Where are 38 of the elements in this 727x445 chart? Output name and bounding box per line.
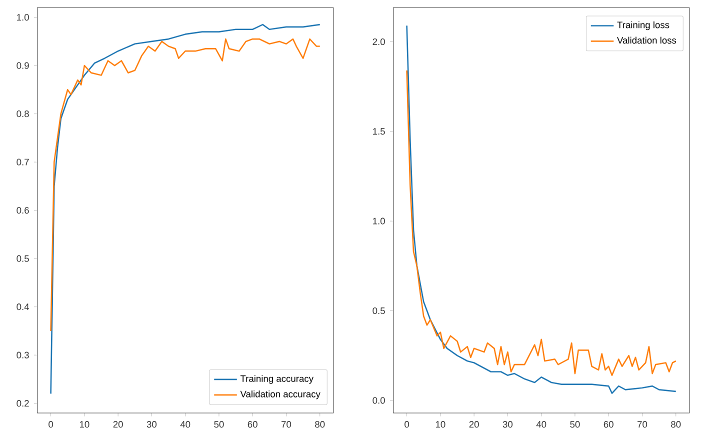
x-tick-label: 40 — [536, 421, 546, 428]
x-tick-label: 70 — [638, 421, 648, 428]
y-tick-label: 0.4 — [16, 304, 30, 310]
x-tick-label: 0 — [404, 421, 410, 428]
y-tick-label: 0.3 — [16, 352, 29, 358]
x-tick-label: 60 — [248, 421, 258, 428]
x-tick-label: 30 — [146, 421, 157, 428]
x-tick-label: 60 — [604, 421, 614, 428]
y-tick-label: 1.5 — [373, 128, 385, 135]
x-tick-label: 10 — [436, 421, 446, 428]
y-tick-label: 0.9 — [16, 62, 29, 69]
x-tick-label: 50 — [570, 421, 580, 428]
x-tick-label: 20 — [469, 421, 479, 428]
x-tick-label: 70 — [282, 421, 292, 428]
y-tick-label: 2.0 — [372, 38, 385, 46]
x-tick-label: 40 — [180, 421, 190, 428]
x-tick-label: 80 — [315, 421, 325, 428]
y-tick-label: 0.5 — [16, 255, 29, 262]
x-tick-label: 50 — [214, 421, 224, 428]
line-series — [406, 70, 677, 376]
legend-label: Validation loss — [617, 36, 676, 44]
y-tick-label: 0.7 — [16, 158, 29, 166]
x-tick-label: 10 — [80, 421, 90, 428]
legend-label: Training loss — [617, 21, 670, 30]
y-tick-label: 0.5 — [372, 307, 385, 314]
y-tick-label: 1.0 — [17, 14, 29, 21]
y-tick-label: 0.8 — [16, 110, 29, 118]
y-tick-label: 0.6 — [16, 207, 29, 214]
x-tick-label: 80 — [671, 421, 681, 428]
line-series — [50, 38, 321, 332]
x-tick-label: 20 — [113, 421, 123, 428]
y-tick-label: 0.0 — [372, 397, 385, 404]
x-tick-label: 0 — [48, 421, 54, 428]
y-tick-label: 0.2 — [16, 400, 29, 407]
legend-label: Validation accuracy — [240, 390, 320, 400]
y-tick-label: 1.0 — [373, 218, 385, 224]
x-tick-label: 30 — [502, 421, 513, 428]
legend-label: Training accuracy — [240, 375, 314, 384]
